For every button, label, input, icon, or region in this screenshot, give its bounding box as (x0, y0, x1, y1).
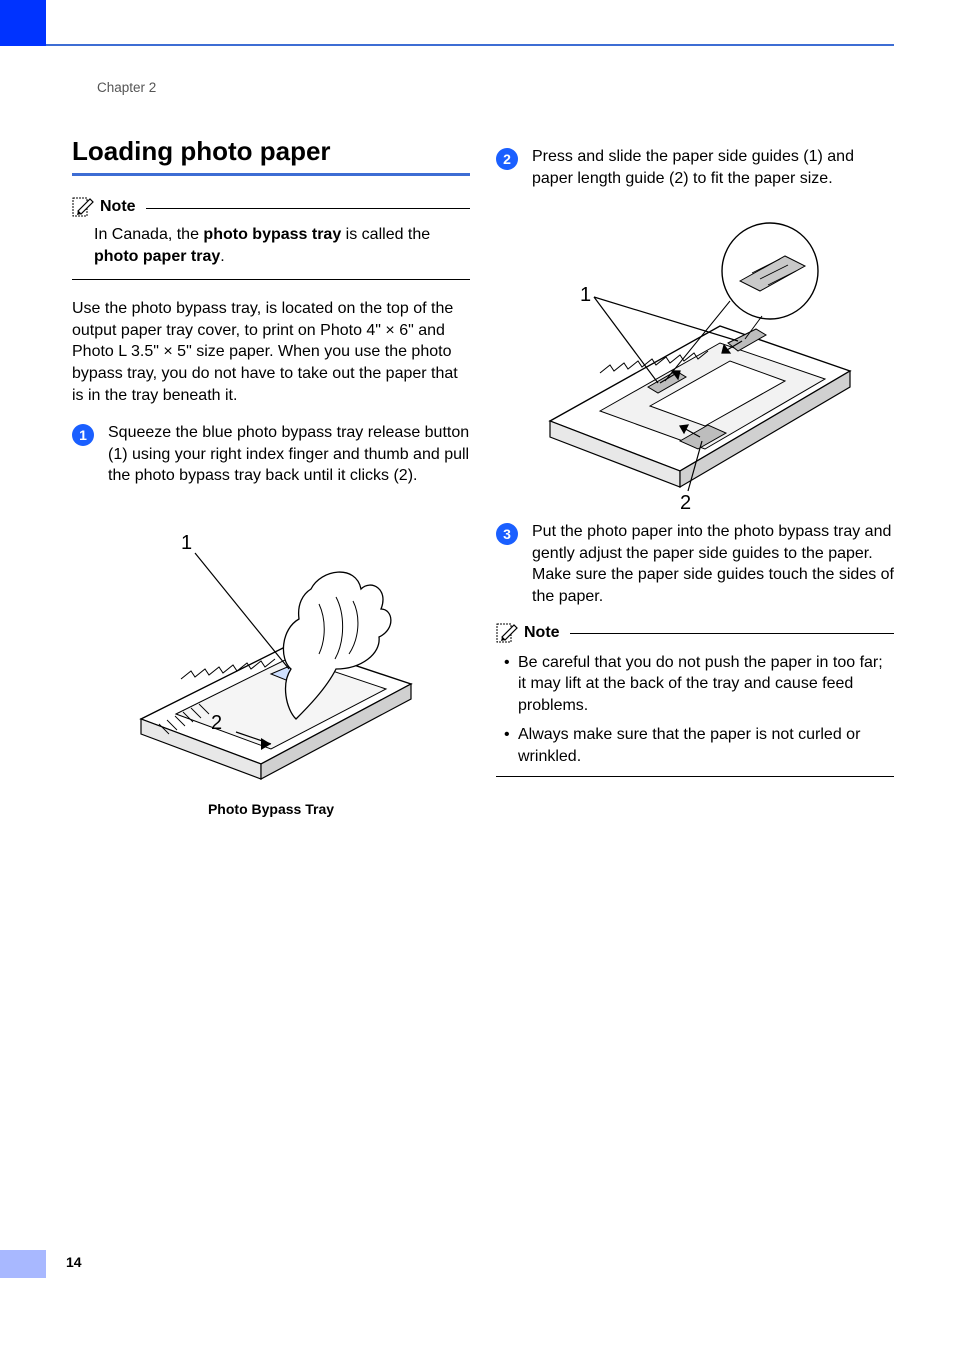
note-header: Note (72, 196, 470, 218)
step-text: Squeeze the blue photo bypass tray relea… (108, 422, 470, 487)
left-margin-accent (0, 1250, 46, 1278)
step-text: Press and slide the paper side guides (1… (532, 146, 894, 189)
note-block-2: Note Be careful that you do not push the… (496, 622, 894, 777)
note-bold-2: photo paper tray (94, 248, 220, 265)
step-number-badge: 1 (72, 424, 94, 446)
figure-1: 1 2 Photo Bypass Tray (72, 509, 470, 817)
step-number-badge: 2 (496, 148, 518, 170)
left-column: Loading photo paper Note In Canada, the … (72, 136, 470, 827)
pencil-note-icon (72, 196, 96, 218)
photo-bypass-tray-diagram: 1 2 (121, 509, 421, 789)
heading-rule (72, 173, 470, 176)
note-text: In Canada, the (94, 226, 203, 243)
figure-1-caption: Photo Bypass Tray (72, 801, 470, 817)
note-text-end: . (220, 248, 224, 265)
section-heading: Loading photo paper (72, 136, 470, 167)
note-bullet: Be careful that you do not push the pape… (518, 652, 894, 717)
fig2-label-2: 2 (680, 492, 691, 511)
figure-2: 1 2 (496, 211, 894, 511)
page-number: 14 (66, 1254, 82, 1270)
note-body: In Canada, the photo bypass tray is call… (72, 218, 470, 273)
fig2-label-1: 1 (580, 284, 591, 306)
note-bullet-list: Be careful that you do not push the pape… (496, 652, 894, 768)
top-rule (46, 44, 894, 46)
step-number-badge: 3 (496, 523, 518, 545)
content-columns: Loading photo paper Note In Canada, the … (72, 136, 894, 827)
note-rule-top (146, 208, 470, 209)
note-rule-bottom (72, 279, 470, 280)
note-header: Note (496, 622, 894, 644)
fig1-label-1: 1 (181, 532, 192, 554)
note-rule-bottom (496, 776, 894, 777)
intro-paragraph: Use the photo bypass tray, is located on… (72, 298, 470, 406)
note-bold-1: photo bypass tray (203, 226, 341, 243)
step-3: 3 Put the photo paper into the photo byp… (496, 521, 894, 607)
note-block-1: Note In Canada, the photo bypass tray is… (72, 196, 470, 280)
note-title: Note (524, 624, 560, 642)
step-text: Put the photo paper into the photo bypas… (532, 521, 894, 607)
fig1-label-2: 2 (211, 712, 222, 734)
chapter-label: Chapter 2 (97, 80, 156, 95)
paper-guides-diagram: 1 2 (530, 211, 860, 511)
corner-accent (0, 0, 46, 46)
right-column: 2 Press and slide the paper side guides … (496, 136, 894, 827)
manual-page: Chapter 2 Loading photo paper Note In Ca… (0, 0, 954, 1351)
pencil-note-icon (496, 622, 520, 644)
step-1: 1 Squeeze the blue photo bypass tray rel… (72, 422, 470, 487)
note-title: Note (100, 198, 136, 216)
step-2: 2 Press and slide the paper side guides … (496, 146, 894, 189)
note-bullet: Always make sure that the paper is not c… (518, 724, 894, 767)
note-text-mid: is called the (341, 226, 430, 243)
note-rule-top (570, 633, 894, 634)
